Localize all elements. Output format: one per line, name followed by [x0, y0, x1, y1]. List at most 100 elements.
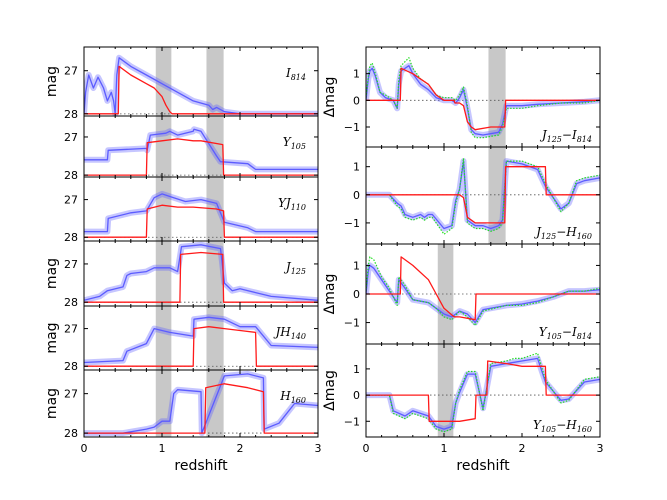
series-line [84, 57, 318, 115]
shaded-region [206, 116, 224, 177]
y-axis-label: mag [44, 66, 60, 97]
y-axis-label: mag [44, 322, 60, 353]
shaded-region [206, 241, 224, 306]
series-line-dotted [366, 157, 600, 235]
y-tick-label: 1 [353, 161, 360, 174]
shaded-region [155, 241, 172, 306]
y-tick-label: 28 [64, 108, 78, 121]
x-tick-label: 1 [159, 442, 166, 455]
panel-label: H160 [279, 389, 306, 405]
series-line [84, 204, 318, 238]
shaded-region [437, 344, 454, 437]
panel-label: J125−H160 [533, 225, 592, 241]
panel-label: I814 [285, 66, 306, 82]
y-tick-label: 27 [64, 258, 78, 271]
panel-label: Y105−H160 [533, 418, 592, 434]
panel-left-1: 27 28 mag I814 [44, 46, 319, 121]
panel-left-6: 0 1 2 3 27 28 mag redshift H160 [44, 369, 322, 474]
series-line [84, 316, 318, 364]
series-line [84, 244, 318, 301]
panel-label: YJ110 [278, 196, 306, 212]
panel-left-5: 27 28 mag JH140 [44, 305, 319, 373]
y-axis-label: Δmag [322, 370, 338, 411]
y-tick-label: 0 [353, 389, 360, 402]
x-tick-label: 2 [519, 442, 526, 455]
panel-right-2: −1 0 1 J125−H160 [344, 146, 601, 245]
axes-frame [365, 343, 601, 438]
x-tick-label: 1 [441, 442, 448, 455]
series-line-dotted [366, 256, 600, 326]
y-tick-label: −1 [344, 217, 360, 230]
y-tick-label: 28 [64, 169, 78, 182]
series-line [84, 65, 318, 115]
series-line [84, 128, 318, 171]
y-axis-label: Δmag [322, 274, 338, 315]
panel-left-4: 27 28 mag J125 [44, 240, 319, 309]
y-tick-label: 28 [64, 360, 78, 373]
panel-left-2: 27 28 Y105 [64, 115, 319, 182]
x-tick-label: 3 [597, 442, 604, 455]
series-line [366, 256, 600, 321]
y-tick-label: 27 [64, 323, 78, 336]
y-tick-label: 27 [64, 65, 78, 78]
axes-frame [83, 369, 319, 438]
y-axis-label: mag [44, 258, 60, 289]
series-line [366, 166, 600, 224]
panel-label: Y105 [283, 135, 306, 151]
series-line [84, 383, 318, 434]
y-tick-label: 1 [353, 68, 360, 81]
shaded-region [155, 306, 172, 370]
panel-right-1: −1 0 1 Δmag J125−I814 [322, 46, 601, 148]
panel-label: JH140 [272, 325, 306, 341]
shaded-region [488, 147, 506, 244]
panel-left-3: 27 28 YJ110 [64, 176, 319, 244]
y-tick-label: −1 [344, 415, 360, 428]
y-tick-label: 28 [64, 231, 78, 244]
shaded-region [155, 47, 172, 116]
y-tick-label: 27 [64, 388, 78, 401]
series-line [84, 138, 318, 176]
shaded-region [206, 306, 224, 370]
series-line [84, 373, 318, 434]
x-tick-label: 0 [363, 442, 370, 455]
series-line [84, 251, 318, 303]
shaded-region [155, 177, 172, 241]
shaded-region [155, 370, 172, 437]
y-tick-label: 28 [64, 296, 78, 309]
panel-right-3: −1 0 1 Δmag Y105−I814 [322, 243, 601, 345]
y-tick-label: 1 [353, 363, 360, 376]
x-axis-label: redshift [174, 458, 228, 474]
series-line [84, 326, 318, 367]
series-line [366, 264, 600, 324]
panel-right-4: 0 1 2 3 −1 0 1 Δmag redshift Y105−H160 [322, 343, 604, 474]
y-tick-label: −1 [344, 317, 360, 330]
y-tick-label: −1 [344, 121, 360, 134]
y-tick-label: 0 [353, 189, 360, 202]
series-line [84, 193, 318, 233]
x-tick-label: 3 [315, 442, 322, 455]
shaded-region [206, 47, 224, 116]
y-tick-label: 27 [64, 131, 78, 144]
y-tick-label: 0 [353, 288, 360, 301]
y-tick-label: 0 [353, 94, 360, 107]
y-axis-label: mag [44, 388, 60, 419]
series-line [366, 360, 600, 422]
series-line [366, 67, 600, 131]
panel-label: Y105−I814 [539, 325, 592, 341]
shaded-region [488, 47, 506, 147]
x-tick-label: 0 [81, 442, 88, 455]
y-axis-label: Δmag [322, 77, 338, 118]
y-tick-label: 28 [64, 427, 78, 440]
shaded-region [155, 116, 172, 177]
series-line [366, 357, 600, 430]
panel-label: J125−I814 [539, 128, 592, 144]
series-line-dotted [366, 352, 600, 433]
y-tick-label: 1 [353, 259, 360, 272]
y-tick-label: 27 [64, 194, 78, 207]
x-axis-label: redshift [456, 458, 510, 474]
series-line [366, 160, 600, 230]
x-tick-label: 2 [237, 442, 244, 455]
panel-label: J125 [283, 260, 306, 276]
